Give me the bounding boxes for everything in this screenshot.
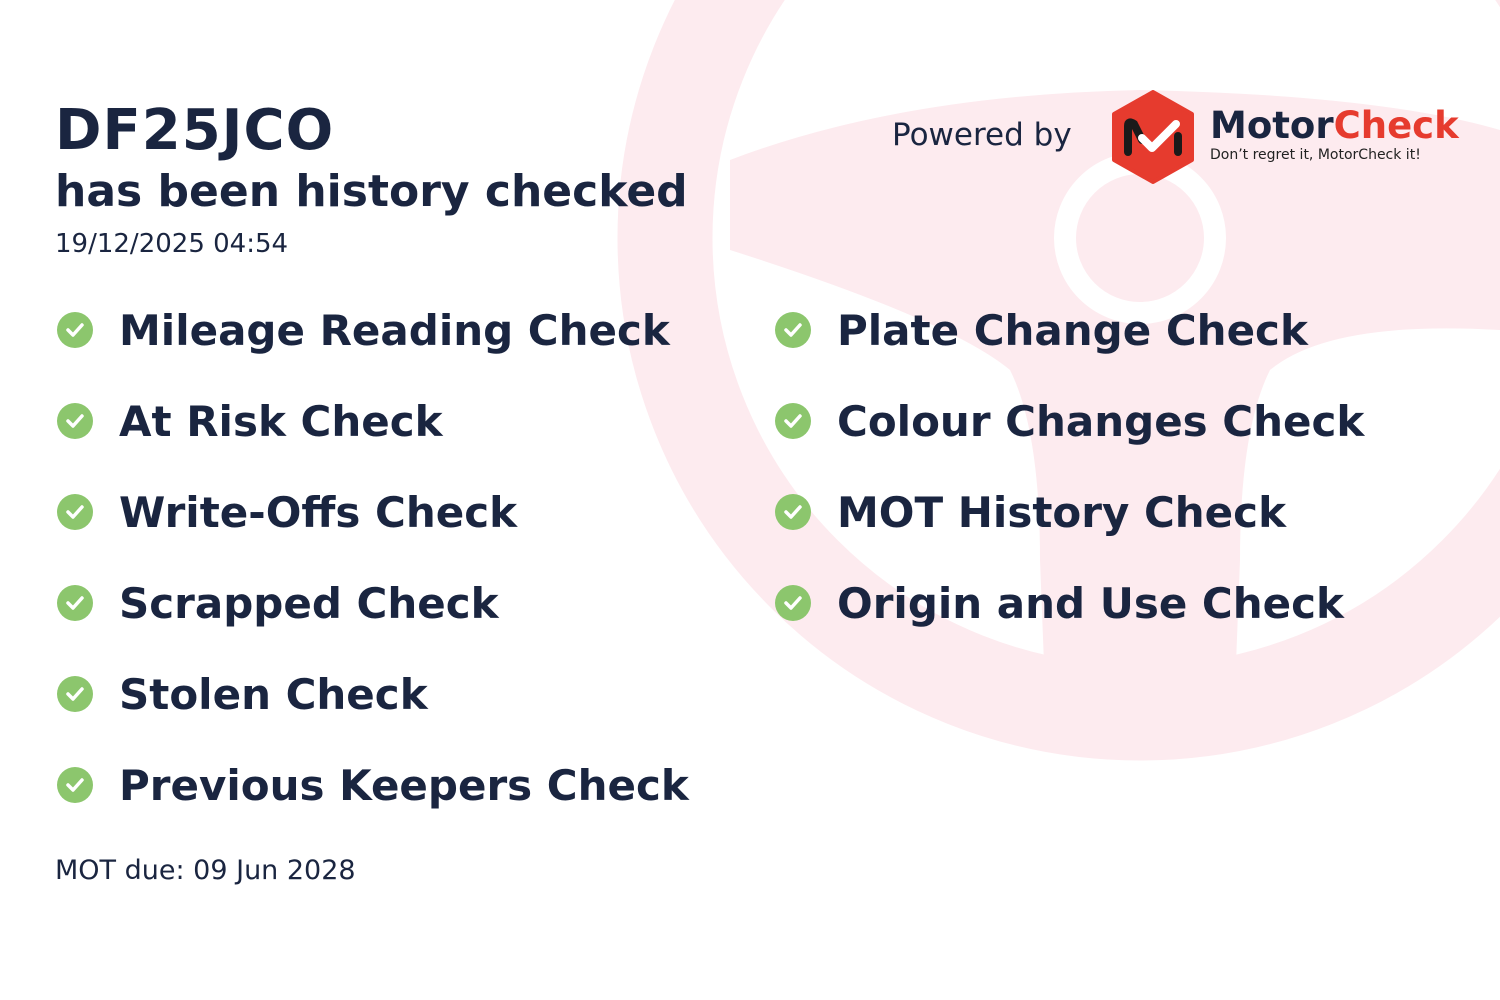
check-circle-icon — [57, 585, 93, 621]
check-item: Mileage Reading Check — [57, 300, 670, 360]
subtitle: has been history checked — [55, 166, 688, 217]
check-label: Origin and Use Check — [837, 578, 1344, 628]
check-item: MOT History Check — [775, 482, 1286, 542]
check-label: Plate Change Check — [837, 305, 1308, 355]
check-label: At Risk Check — [119, 396, 443, 446]
brand-name: MotorCheck — [1210, 104, 1459, 147]
check-circle-icon — [775, 585, 811, 621]
check-label: Colour Changes Check — [837, 396, 1365, 446]
check-label: Scrapped Check — [119, 578, 499, 628]
check-item: Previous Keepers Check — [57, 755, 689, 815]
check-item: Scrapped Check — [57, 573, 499, 633]
check-item: Stolen Check — [57, 664, 428, 724]
check-item: Plate Change Check — [775, 300, 1308, 360]
check-circle-icon — [775, 312, 811, 348]
check-circle-icon — [775, 403, 811, 439]
check-circle-icon — [57, 767, 93, 803]
check-label: Previous Keepers Check — [119, 760, 689, 810]
brand-tagline: Don’t regret it, MotorCheck it! — [1210, 147, 1421, 163]
brand-name-part2: Check — [1333, 104, 1459, 147]
check-timestamp: 19/12/2025 04:54 — [55, 229, 289, 259]
registration-plate: DF25JCO — [55, 98, 335, 163]
check-item: Colour Changes Check — [775, 391, 1364, 451]
check-label: Write-Offs Check — [119, 487, 518, 537]
powered-by-label: Powered by — [892, 117, 1072, 153]
check-label: Stolen Check — [119, 669, 428, 719]
check-item: Write-Offs Check — [57, 482, 517, 542]
check-circle-icon — [57, 403, 93, 439]
check-label: MOT History Check — [837, 487, 1286, 537]
check-circle-icon — [57, 494, 93, 530]
motorcheck-logo-icon — [1112, 90, 1194, 184]
check-item: At Risk Check — [57, 391, 443, 451]
brand-name-part1: Motor — [1210, 104, 1334, 147]
check-item: Origin and Use Check — [775, 573, 1344, 633]
mot-due: MOT due: 09 Jun 2028 — [55, 855, 356, 886]
check-circle-icon — [775, 494, 811, 530]
check-label: Mileage Reading Check — [119, 305, 670, 355]
check-circle-icon — [57, 312, 93, 348]
check-circle-icon — [57, 676, 93, 712]
